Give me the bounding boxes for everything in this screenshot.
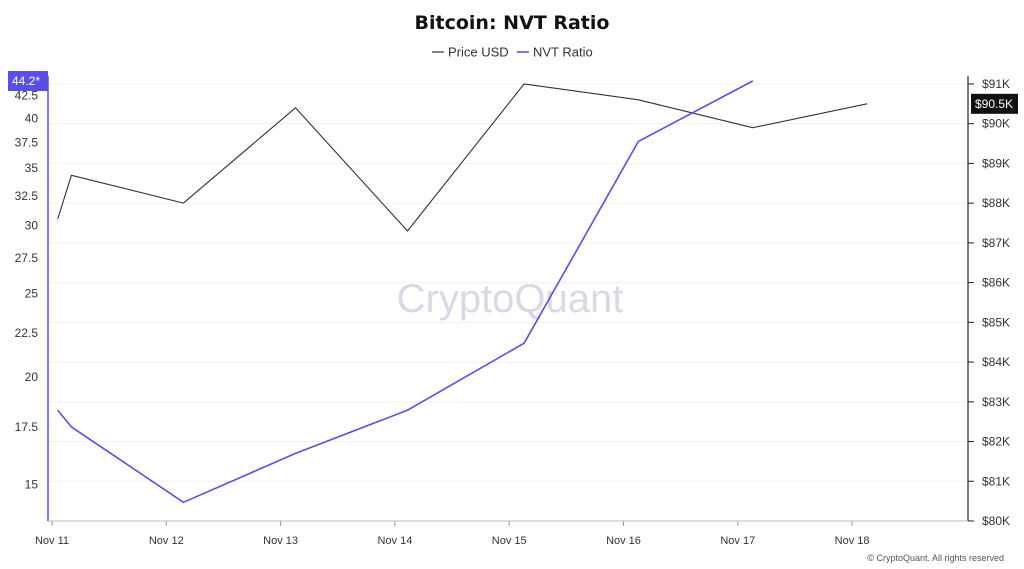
- legend-nvt-label[interactable]: NVT Ratio: [533, 45, 593, 60]
- watermark: CryptoQuant: [397, 277, 624, 321]
- x-tick-label: Nov 12: [149, 535, 184, 547]
- x-tick-label: Nov 13: [263, 535, 298, 547]
- left-tick-label: 27.5: [15, 251, 39, 265]
- x-tick-label: Nov 15: [492, 535, 527, 547]
- x-tick-label: Nov 16: [606, 535, 641, 547]
- x-tick-label: Nov 18: [835, 535, 870, 547]
- left-tick-label: 15: [25, 477, 39, 491]
- x-tick-label: Nov 17: [720, 535, 755, 547]
- left-tick-label: 30: [25, 219, 39, 233]
- right-tick-label: $81K: [982, 474, 1010, 488]
- chart-title: Bitcoin: NVT Ratio: [415, 12, 610, 34]
- left-tick-label: 20: [25, 370, 39, 384]
- nvt-current-badge-label: 44.2*: [12, 74, 40, 88]
- right-tick-label: $85K: [982, 315, 1010, 329]
- right-tick-label: $89K: [982, 156, 1010, 170]
- grid: [48, 83, 968, 522]
- right-tick-label: $82K: [982, 435, 1010, 449]
- left-tick-label: 32.5: [15, 189, 39, 203]
- right-tick-label: $80K: [982, 514, 1010, 528]
- left-tick-label: 40: [25, 111, 39, 125]
- left-tick-label: 42.5: [15, 89, 39, 103]
- legend-price-label[interactable]: Price USD: [448, 45, 509, 60]
- right-tick-label: $90K: [982, 117, 1010, 131]
- value-badges: 44.2* $90.5K: [8, 71, 1018, 114]
- left-tick-label: 22.5: [15, 326, 39, 340]
- right-tick-label: $84K: [982, 355, 1010, 369]
- left-tick-label: 35: [25, 161, 39, 175]
- axes: 15 17.5 20 22.5 25 27.5 30 32.5 35 37.5 40 42.5 $80K…: [15, 76, 1010, 547]
- right-tick-label: $86K: [982, 276, 1010, 290]
- nvt-current-badge: [8, 71, 48, 92]
- left-tick-label: 17.5: [15, 420, 39, 434]
- right-tick-label: $83K: [982, 395, 1010, 409]
- x-tick-label: Nov 11: [35, 535, 69, 547]
- price-usd-line[interactable]: [57, 83, 868, 232]
- right-tick-label: $87K: [982, 236, 1010, 250]
- right-tick-label: $91K: [982, 77, 1010, 91]
- nvt-ratio-line[interactable]: [57, 80, 754, 504]
- left-tick-label: 25: [25, 287, 39, 301]
- right-tick-label: $88K: [982, 196, 1010, 210]
- x-tick-label: Nov 14: [377, 535, 412, 547]
- price-current-badge-label: $90.5K: [975, 97, 1013, 111]
- price-current-badge: [971, 93, 1018, 114]
- left-tick-label: 37.5: [15, 135, 39, 149]
- legend: Price USD NVT Ratio: [432, 45, 593, 60]
- series: [57, 80, 868, 504]
- copyright-footer: © CryptoQuant. All rights reserved: [867, 553, 1004, 563]
